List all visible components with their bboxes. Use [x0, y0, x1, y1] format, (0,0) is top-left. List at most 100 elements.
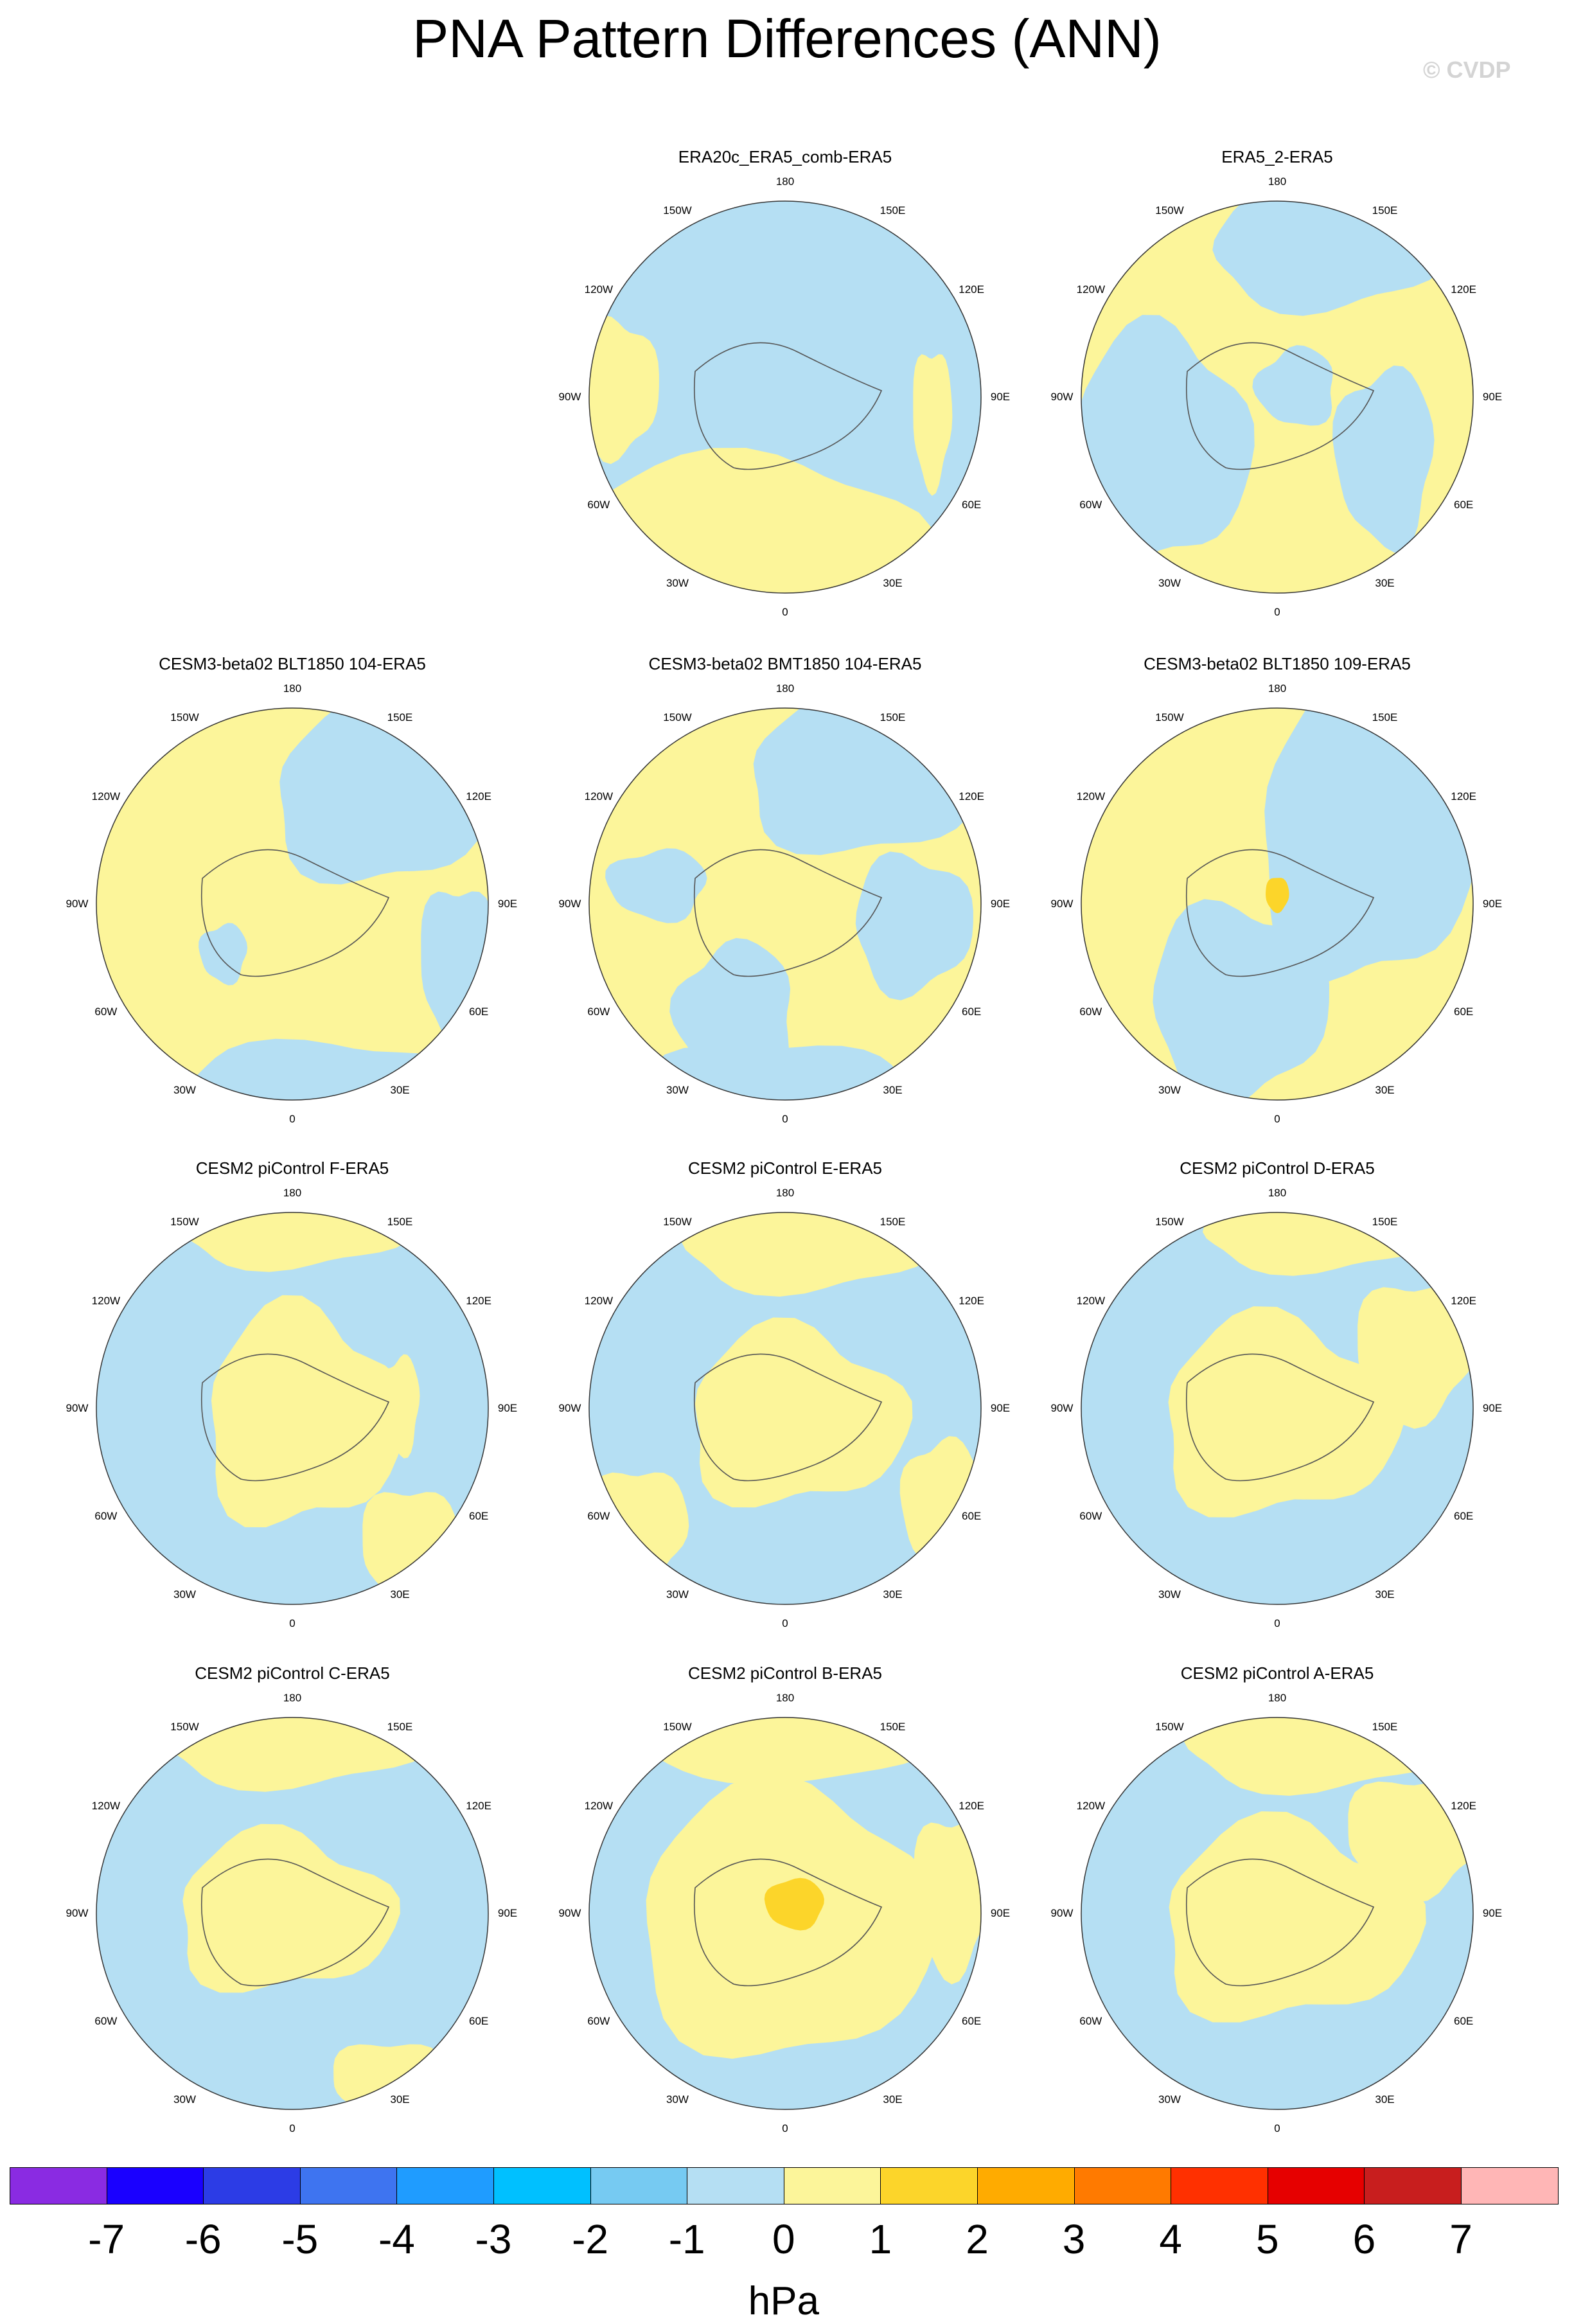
- anomaly-region: [179, 1212, 414, 1272]
- colorbar-box: [10, 2167, 107, 2204]
- anomaly-region: [379, 1354, 420, 1459]
- longitude-label: 90E: [990, 391, 1011, 403]
- colorbar-tick-label: -4: [378, 2216, 415, 2262]
- longitude-label: 120W: [1076, 790, 1106, 803]
- longitude-label: 60E: [961, 2014, 982, 2027]
- colorbar-box: [590, 2167, 688, 2204]
- longitude-label: 90W: [1050, 898, 1074, 910]
- panel-title: ERA5_2-ERA5: [1221, 147, 1333, 166]
- longitude-label: 60E: [468, 1005, 489, 1018]
- map-panel: [1081, 707, 1474, 1101]
- longitude-label: 180: [775, 175, 795, 188]
- map-border: [96, 1717, 489, 2110]
- longitude-label: 120W: [91, 790, 121, 803]
- anomaly-region: [199, 923, 248, 986]
- colorbar-tick-label: -2: [572, 2216, 609, 2262]
- map-panel: [588, 707, 982, 1101]
- longitude-label: 120W: [584, 1799, 614, 1812]
- map-panel: [96, 1212, 489, 1605]
- longitude-label: 120W: [1076, 1799, 1106, 1812]
- longitude-label: 90E: [990, 1402, 1011, 1414]
- colorbar-tick-label: 5: [1256, 2216, 1279, 2262]
- coastline: [693, 849, 883, 977]
- coastline: [693, 1858, 883, 1987]
- longitude-label: 90W: [66, 1402, 89, 1414]
- colorbar-box: [299, 2167, 398, 2204]
- longitude-label: 30W: [173, 1084, 196, 1097]
- coastline: [200, 1353, 390, 1482]
- colorbar-tick-label: 0: [772, 2216, 795, 2262]
- longitude-label: 120E: [466, 1294, 491, 1307]
- anomaly-region: [1168, 1306, 1406, 1518]
- longitude-label: 60E: [1453, 498, 1474, 511]
- longitude-label: 150E: [1372, 711, 1398, 723]
- longitude-label: 120E: [959, 1799, 984, 1812]
- longitude-label: 30W: [1158, 2093, 1181, 2106]
- longitude-label: 30W: [666, 1588, 689, 1601]
- colorbar-tick-label: -3: [475, 2216, 512, 2262]
- colorbar-tick-label: 1: [869, 2216, 892, 2262]
- anomaly-region: [913, 354, 953, 496]
- longitude-label: 150W: [663, 711, 692, 723]
- longitude-label: 0: [782, 2122, 788, 2134]
- longitude-label: 120E: [1451, 1799, 1476, 1812]
- anomaly-region: [590, 1472, 689, 1594]
- longitude-label: 150E: [880, 711, 906, 723]
- longitude-label: 90W: [558, 1907, 581, 1919]
- longitude-label: 60W: [94, 1509, 118, 1522]
- longitude-label: 120E: [466, 1799, 491, 1812]
- page-title: PNA Pattern Differences (ANN): [412, 8, 1162, 69]
- map-border: [96, 707, 489, 1101]
- longitude-label: 150W: [663, 204, 692, 217]
- longitude-label: 180: [775, 1187, 795, 1199]
- colorbar-box: [977, 2167, 1075, 2204]
- anomaly-region: [669, 937, 791, 1079]
- anomaly-region: [631, 1717, 944, 1785]
- longitude-label: 150W: [1155, 204, 1184, 217]
- longitude-label: 30E: [883, 2093, 903, 2106]
- longitude-label: 120W: [91, 1294, 121, 1307]
- longitude-label: 120E: [1451, 790, 1476, 803]
- longitude-label: 150W: [1155, 1215, 1184, 1228]
- longitude-label: 0: [1274, 1617, 1280, 1629]
- panel-title: CESM2 piControl A-ERA5: [1180, 1663, 1374, 1683]
- anomaly-region: [362, 1492, 461, 1604]
- longitude-label: 180: [283, 1187, 302, 1199]
- longitude-label: 120E: [959, 283, 984, 296]
- strong-anomaly-region: [1266, 878, 1289, 914]
- map-border: [1081, 707, 1474, 1101]
- longitude-label: 30E: [883, 577, 903, 590]
- longitude-label: 180: [1268, 1187, 1287, 1199]
- longitude-label: 0: [782, 606, 788, 618]
- map-panel: [96, 1717, 489, 2110]
- map-border: [1081, 1212, 1474, 1605]
- panel-title: CESM2 piControl D-ERA5: [1180, 1158, 1375, 1178]
- colorbar-box: [1267, 2167, 1365, 2204]
- panel-title: ERA20c_ERA5_comb-ERA5: [678, 147, 892, 166]
- colorbar-box: [1364, 2167, 1462, 2204]
- longitude-label: 90W: [66, 1907, 89, 1919]
- anomaly-region: [1081, 315, 1255, 564]
- longitude-label: 150E: [1372, 1215, 1398, 1228]
- anomaly-region: [1357, 1287, 1473, 1429]
- anomaly-region: [1252, 345, 1333, 426]
- colorbar-box: [106, 2167, 204, 2204]
- longitude-label: 60E: [468, 2014, 489, 2027]
- map-border: [1081, 200, 1474, 594]
- longitude-label: 150E: [1372, 1720, 1398, 1733]
- anomaly-region: [914, 1822, 981, 1985]
- colorbar-tick-label: -1: [668, 2216, 705, 2262]
- anomaly-region: [1153, 899, 1329, 1100]
- longitude-label: 60E: [961, 1509, 982, 1522]
- anomaly-region: [605, 848, 707, 923]
- longitude-label: 30W: [173, 2093, 196, 2106]
- anomaly-region: [333, 2044, 452, 2109]
- panel-title: CESM2 piControl B-ERA5: [688, 1663, 882, 1683]
- colorbar-box: [880, 2167, 978, 2204]
- longitude-label: 0: [289, 2122, 296, 2134]
- longitude-label: 150W: [170, 711, 199, 723]
- longitude-label: 90W: [66, 898, 89, 910]
- longitude-label: 60W: [587, 1005, 610, 1018]
- longitude-label: 60E: [961, 1005, 982, 1018]
- longitude-label: 90E: [1482, 1402, 1503, 1414]
